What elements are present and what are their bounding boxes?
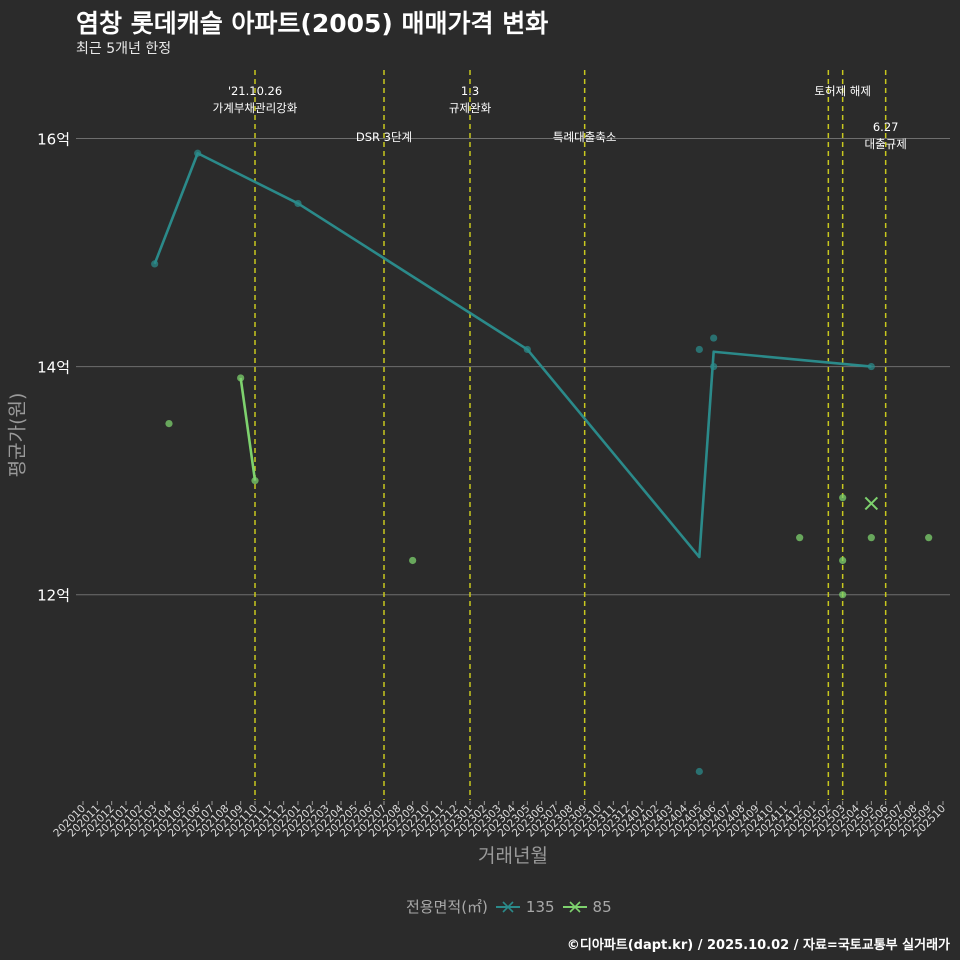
data-point-85	[251, 477, 259, 485]
y-tick-label: 16억	[37, 130, 70, 148]
data-point-85	[409, 556, 417, 565]
event-label: DSR 3단계	[356, 130, 412, 144]
y-axis-title: 평균가(원)	[7, 393, 29, 478]
legend-title: 전용면적(㎡)	[406, 898, 488, 916]
event-label: 6.27 대출규제	[865, 120, 907, 151]
data-point-85	[925, 534, 933, 542]
data-point-85	[796, 534, 804, 542]
data-point-135	[151, 260, 159, 268]
event-label-line: 토허제 해제	[814, 84, 871, 98]
event-label: 토허제 해제	[814, 84, 871, 98]
data-point-85	[839, 556, 847, 565]
data-point-85	[867, 534, 875, 542]
event-label: 특례대출축소	[553, 130, 616, 144]
data-point-85	[237, 374, 245, 382]
highlight-marker-85	[864, 496, 879, 511]
legend: 전용면적(㎡) 135 85	[406, 896, 620, 917]
data-point-135	[294, 199, 302, 208]
legend-item-135: 135	[495, 897, 555, 916]
legend-item-85: 85	[562, 897, 612, 916]
data-point-135	[194, 149, 202, 157]
data-point-135	[867, 362, 875, 371]
event-label: 1.3 규제완화	[449, 84, 492, 115]
event-label-line: 6.27	[873, 120, 899, 134]
event-label-line: 가계부채관리강화	[213, 101, 298, 115]
y-tick-label: 12억	[37, 587, 70, 605]
event-label: '21.10.26 가계부채관리강화	[213, 84, 298, 115]
data-point-135	[710, 334, 718, 342]
series-line-135	[153, 151, 872, 559]
event-label-line: 규제완화	[449, 101, 492, 115]
data-point-135	[695, 767, 703, 776]
data-point-85	[165, 419, 173, 428]
event-label-line: DSR 3단계	[356, 130, 412, 144]
data-point-85	[839, 494, 847, 502]
event-label-line: '21.10.26	[228, 84, 282, 98]
chart-subtitle: 최근 5개년 한정	[76, 41, 172, 57]
data-point-135	[710, 362, 718, 371]
data-point-85	[839, 591, 847, 599]
legend-label-135: 135	[525, 897, 555, 916]
y-tick-label: 14억	[37, 359, 70, 377]
event-label-line: 특례대출축소	[553, 130, 616, 144]
source-caption: ©디아파트(dapt.kr) / 2025.10.02 / 자료=국토교통부 실…	[566, 938, 950, 953]
legend-key-135-icon	[495, 900, 520, 913]
chart-title: 염창 롯데캐슬 아파트(2005) 매매가격 변화	[76, 9, 549, 38]
x-axis-title: 거래년월	[478, 845, 548, 867]
legend-key-85-icon	[562, 900, 587, 913]
data-point-135	[695, 345, 703, 354]
event-label-line: 1.3	[461, 84, 479, 98]
data-point-135	[523, 345, 531, 354]
event-label-line: 대출규제	[865, 137, 907, 151]
series-line-85	[239, 377, 257, 481]
legend-label-85: 85	[592, 897, 612, 916]
